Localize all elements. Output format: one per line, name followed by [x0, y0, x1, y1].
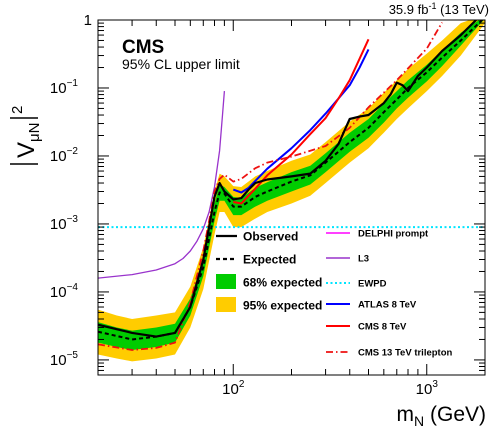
legend-swatch-95-expected — [216, 297, 236, 312]
series-observed — [98, 20, 477, 338]
luminosity-value: 35.9 fb — [389, 2, 429, 17]
series-atlas-8-tev — [232, 48, 370, 194]
legend-label-l3: L3 — [358, 254, 369, 265]
series-cms-8-tev — [233, 38, 370, 205]
legend-label-atlas-8-tev: ATLAS 8 TeV — [358, 300, 417, 311]
chart-subtitle: 95% CL upper limit — [122, 56, 240, 72]
x-axis-label: mN (GeV) — [397, 403, 486, 429]
legend-label-ewpd: EWPD — [358, 279, 387, 290]
cms-label: CMS — [122, 37, 164, 58]
y-axis-label-sup: 2 — [9, 106, 26, 114]
y-tick-label: 10−3 — [50, 214, 79, 233]
series-cms-13-tev-trilepton — [98, 22, 443, 351]
band-68-expected — [98, 20, 484, 350]
x-tick-label: 103 — [416, 379, 439, 398]
luminosity-label: 35.9 fb-1 (13 TeV) — [389, 1, 489, 17]
y-tick-label: 1 — [84, 12, 92, 29]
legend-swatch-68-expected — [216, 274, 236, 289]
legend: Observed Expected 68% expected 95% expected… — [216, 229, 453, 359]
legend-label-68-expected: 68% expected — [243, 276, 322, 290]
x-axis-label-main: m — [397, 403, 415, 426]
legend-label-cms-8-tev: CMS 8 TeV — [358, 322, 407, 333]
y-axis-label: VμN 2 — [9, 106, 43, 165]
y-tick-label: 10−1 — [50, 78, 79, 97]
legend-label-observed: Observed — [243, 230, 298, 244]
luminosity-exponent: -1 — [428, 1, 436, 11]
y-tick-label: 10−4 — [50, 282, 79, 301]
legend-label-95-expected: 95% expected — [243, 299, 322, 313]
y-axis-label-sub: μN — [26, 123, 43, 142]
x-axis-label-unit: (GeV) — [424, 403, 486, 426]
y-axis-label-main: V — [13, 142, 40, 158]
x-axis-label-sub: N — [414, 413, 424, 429]
legend-label-expected: Expected — [243, 253, 296, 267]
expected-bands — [98, 20, 485, 362]
axes: 102 103 10−5 10−4 10−3 10−2 10−1 1 — [50, 12, 486, 398]
series-l3 — [98, 91, 226, 279]
y-tick-label: 10−5 — [50, 350, 79, 369]
y-tick-label: 10−2 — [50, 146, 79, 165]
x-tick-label: 102 — [222, 379, 245, 398]
limit-curves — [98, 20, 485, 351]
legend-label-cms-13-tev-trilepton: CMS 13 TeV trilepton — [358, 348, 453, 359]
legend-label-delphi-prompt: DELPHI prompt — [358, 229, 429, 240]
y-axis-label-text: VμN — [13, 123, 43, 159]
energy-label: (13 TeV) — [436, 2, 489, 17]
